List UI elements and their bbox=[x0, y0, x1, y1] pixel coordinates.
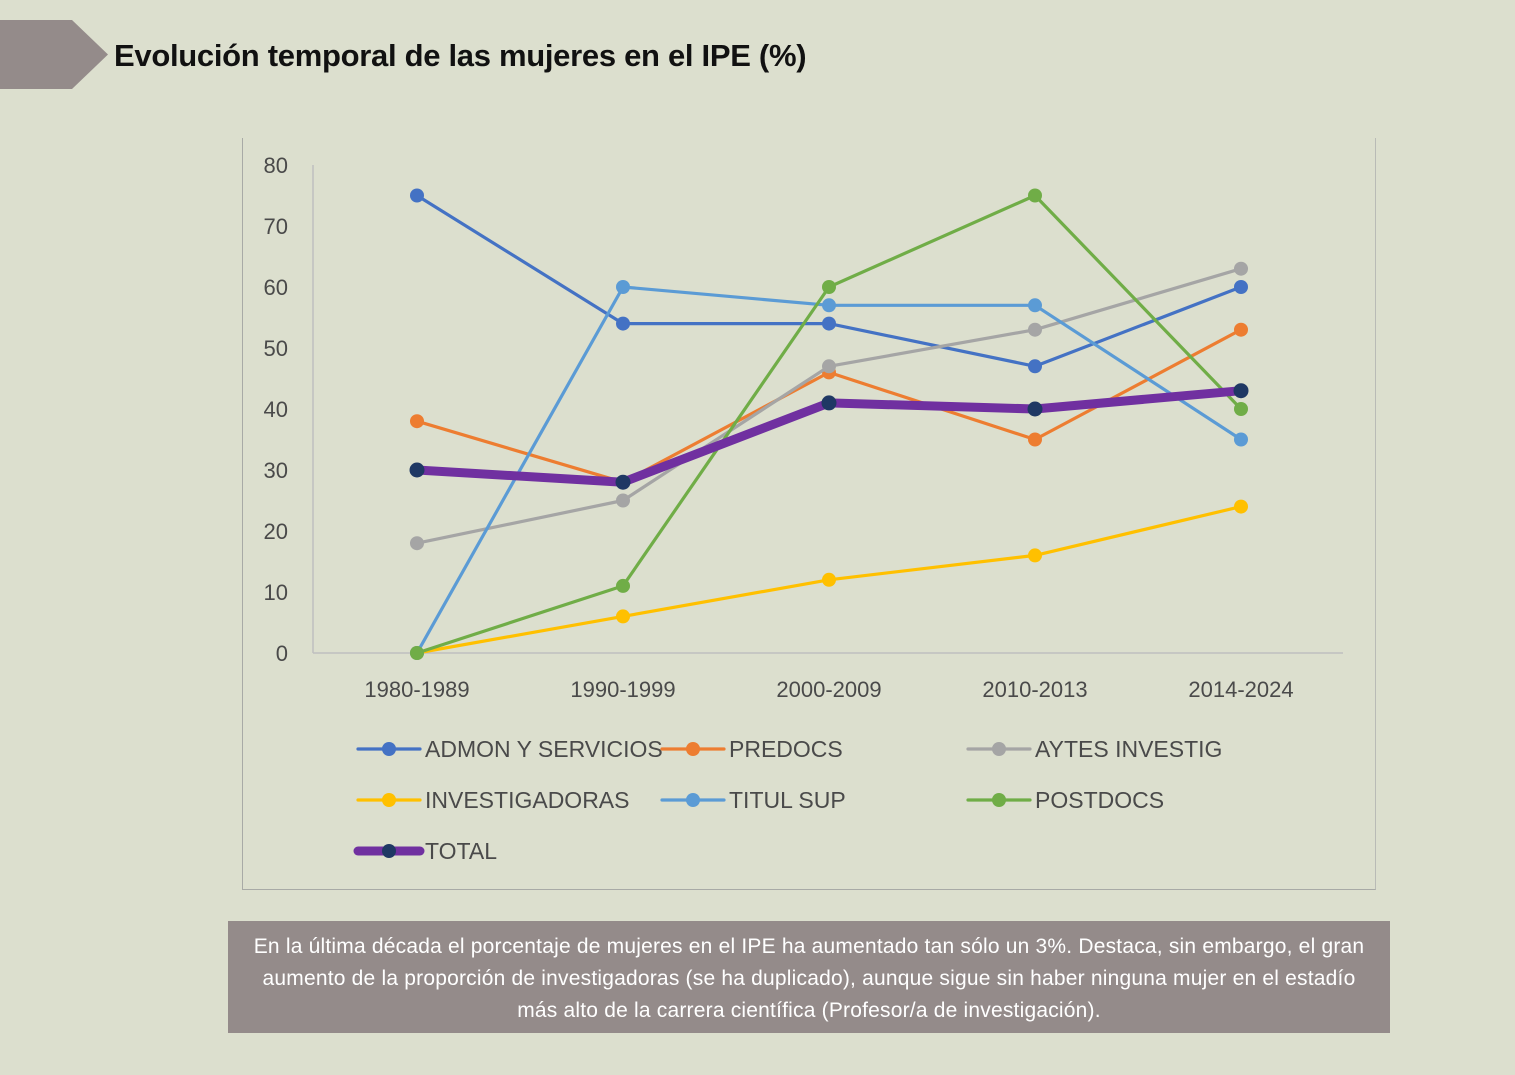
series-investigadoras bbox=[410, 499, 1248, 660]
data-point bbox=[616, 280, 630, 294]
legend-item: TOTAL bbox=[353, 838, 497, 864]
series-titul-sup bbox=[410, 280, 1248, 660]
legend-label: TOTAL bbox=[425, 838, 497, 864]
legend-item: ADMON Y SERVICIOS bbox=[356, 736, 663, 762]
data-point bbox=[1234, 261, 1248, 276]
legend-item: TITUL SUP bbox=[660, 787, 846, 813]
data-point bbox=[1233, 383, 1249, 399]
data-point bbox=[1028, 188, 1042, 203]
data-point bbox=[1234, 280, 1248, 294]
x-tick-label: 2014-2024 bbox=[1188, 677, 1293, 702]
title-arrow-shape bbox=[0, 20, 108, 89]
data-point bbox=[822, 280, 836, 294]
legend-label: INVESTIGADORAS bbox=[425, 787, 629, 813]
y-tick-label: 0 bbox=[276, 641, 288, 666]
x-tick-label: 2000-2009 bbox=[776, 677, 881, 702]
y-tick-label: 10 bbox=[264, 580, 288, 605]
legend-item: INVESTIGADORAS bbox=[356, 787, 629, 813]
data-point bbox=[822, 316, 836, 331]
series-total bbox=[409, 383, 1249, 490]
page-title: Evolución temporal de las mujeres en el … bbox=[114, 38, 807, 73]
data-point bbox=[615, 474, 631, 490]
data-point bbox=[616, 578, 630, 593]
legend-swatch-marker bbox=[686, 742, 700, 756]
legend-label: AYTES INVESTIG bbox=[1035, 736, 1222, 762]
data-point bbox=[616, 316, 630, 331]
legend-swatch-marker bbox=[992, 793, 1006, 807]
legend-item: PREDOCS bbox=[660, 736, 843, 762]
series-admon-y-servicios bbox=[410, 188, 1248, 374]
legend-item: POSTDOCS bbox=[966, 787, 1164, 813]
data-point bbox=[616, 609, 630, 624]
y-tick-label: 80 bbox=[264, 153, 288, 178]
legend-swatch-marker bbox=[382, 844, 396, 858]
data-point bbox=[410, 646, 424, 660]
legend-swatch-marker bbox=[686, 793, 700, 807]
legend-label: PREDOCS bbox=[729, 736, 843, 762]
data-point bbox=[616, 493, 630, 508]
legend-label: POSTDOCS bbox=[1035, 787, 1164, 813]
x-tick-label: 1980-1989 bbox=[364, 677, 469, 702]
data-point bbox=[1234, 402, 1248, 416]
data-point bbox=[410, 536, 424, 551]
data-point bbox=[822, 298, 836, 313]
data-point bbox=[410, 188, 424, 203]
x-tick-label: 2010-2013 bbox=[982, 677, 1087, 702]
caption-box: En la última década el porcentaje de muj… bbox=[228, 921, 1390, 1033]
data-point bbox=[821, 395, 837, 411]
legend-swatch-marker bbox=[382, 742, 396, 756]
legend-swatch-marker bbox=[992, 742, 1006, 756]
y-tick-label: 30 bbox=[264, 458, 288, 483]
series-line bbox=[415, 285, 1243, 655]
data-point bbox=[1027, 401, 1043, 417]
y-tick-label: 40 bbox=[264, 397, 288, 422]
series-postdocs bbox=[410, 188, 1248, 660]
y-tick-label: 60 bbox=[264, 275, 288, 300]
data-point bbox=[1028, 298, 1042, 313]
y-tick-label: 20 bbox=[264, 519, 288, 544]
data-point bbox=[822, 572, 836, 587]
legend-label: TITUL SUP bbox=[729, 787, 846, 813]
data-point bbox=[409, 462, 425, 478]
chart-frame bbox=[242, 138, 1376, 890]
data-point bbox=[822, 359, 836, 374]
data-point bbox=[1234, 322, 1248, 337]
data-point bbox=[1234, 432, 1248, 447]
y-tick-label: 50 bbox=[264, 336, 288, 361]
x-tick-label: 1990-1999 bbox=[570, 677, 675, 702]
data-point bbox=[1234, 499, 1248, 514]
data-point bbox=[1028, 359, 1042, 374]
data-point bbox=[1028, 322, 1042, 337]
legend-swatch-marker bbox=[382, 793, 396, 807]
y-tick-label: 70 bbox=[264, 214, 288, 239]
legend-item: AYTES INVESTIG bbox=[966, 736, 1222, 762]
series-aytes-investig bbox=[410, 261, 1248, 551]
data-point bbox=[410, 414, 424, 429]
data-point bbox=[1028, 432, 1042, 447]
data-point bbox=[1028, 548, 1042, 563]
legend-label: ADMON Y SERVICIOS bbox=[425, 736, 663, 762]
